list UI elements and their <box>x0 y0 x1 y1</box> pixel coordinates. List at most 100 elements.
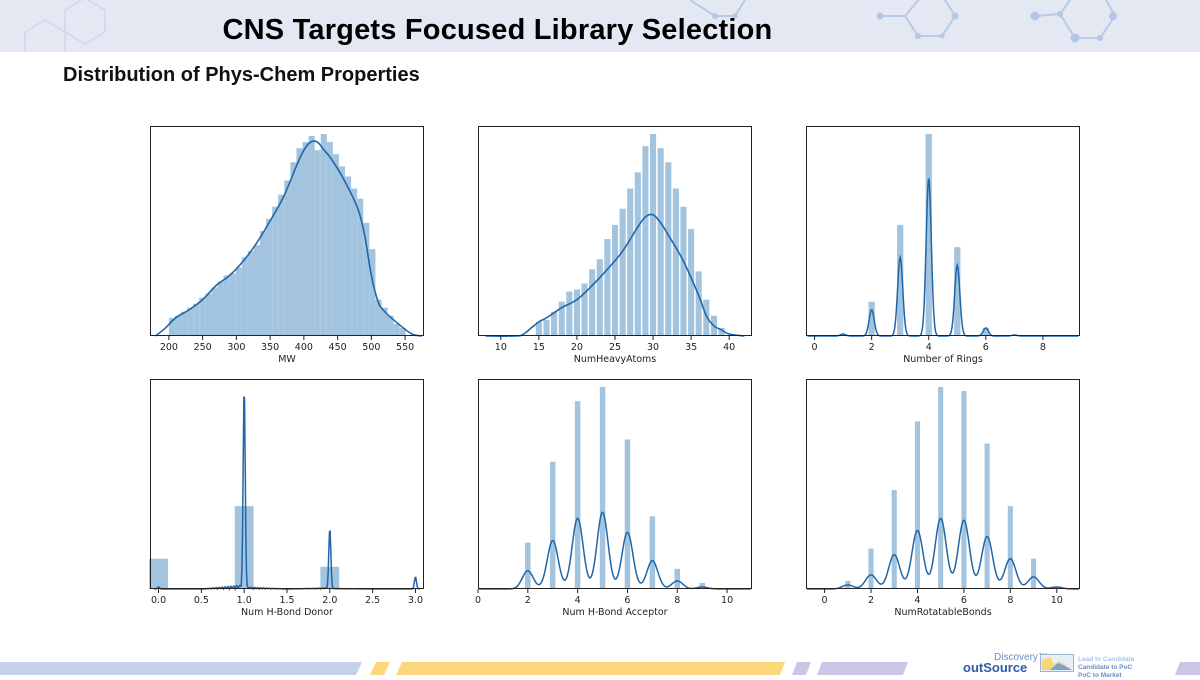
x-tick-label: 4 <box>914 595 920 606</box>
x-tick-label: 0.5 <box>194 595 209 606</box>
histogram-bar <box>543 319 550 336</box>
histogram-bar <box>982 327 989 336</box>
histogram-bar <box>199 297 206 336</box>
chart-svg: 200 250 300 350 400 450 500 550 MW <box>150 126 424 365</box>
x-tick-label: 2.5 <box>365 595 380 606</box>
histogram-bar <box>535 321 542 336</box>
histogram-bar <box>266 218 273 336</box>
x-tick-label: 350 <box>261 342 279 353</box>
histogram-bar <box>302 142 309 336</box>
histogram-bar <box>897 224 904 336</box>
x-tick-label: 400 <box>295 342 313 353</box>
chart-num-hbond-donor: 0.0 0.5 1.0 1.5 2.0 2.5 3.0 Num H-Bond Donor <box>149 379 424 628</box>
x-tick-label: 6 <box>961 595 967 606</box>
histogram-bar <box>278 194 285 336</box>
kde-curve <box>807 517 1079 590</box>
histogram-bar <box>718 327 725 336</box>
histogram-bar <box>387 315 394 336</box>
x-tick-label: 6 <box>983 342 989 353</box>
histogram-bar <box>205 293 212 336</box>
histogram-bar <box>672 188 679 336</box>
histogram-bar <box>229 273 236 336</box>
chart-number-of-rings: 0 2 4 6 8 Number of Rings <box>806 126 1080 375</box>
histogram-bar <box>619 208 626 336</box>
histogram-bar <box>290 162 297 336</box>
histogram-bar <box>634 172 641 336</box>
histogram-bar <box>642 146 649 336</box>
histogram-bar <box>1054 586 1060 589</box>
histogram-bar <box>357 198 364 336</box>
histogram-bar <box>284 180 291 336</box>
x-tick-label: 0 <box>475 595 481 606</box>
histogram-bar <box>375 299 382 336</box>
histogram-bar <box>703 299 710 336</box>
histogram-bar <box>1007 506 1013 589</box>
histogram-bar <box>525 542 531 589</box>
x-tick-label: 40 <box>723 342 735 353</box>
x-tick-label: 6 <box>624 595 630 606</box>
x-axis-label: Number of Rings <box>903 354 983 365</box>
histogram-bar <box>695 271 702 336</box>
histogram-bar <box>674 568 681 589</box>
histogram-bar <box>650 134 657 336</box>
x-tick-label: 0.0 <box>151 595 166 606</box>
histogram-bar <box>187 307 194 336</box>
histogram-bar <box>868 548 874 589</box>
histogram-bar <box>260 230 267 336</box>
x-tick-label: 2 <box>869 342 875 353</box>
x-tick-label: 1.0 <box>237 595 252 606</box>
histogram-bar <box>369 249 376 336</box>
x-tick-label: 10 <box>721 595 733 606</box>
header-band <box>0 0 1200 52</box>
chart-svg: 0 2 4 6 8 Number of Rings <box>806 126 1080 365</box>
chart-svg: 10 15 20 25 30 35 40 NumHeavyAtoms <box>478 126 752 365</box>
histogram-bar <box>573 289 580 336</box>
x-axis-label: NumRotatableBonds <box>894 607 991 618</box>
histogram-bar <box>566 291 573 336</box>
histogram-bar <box>688 228 695 336</box>
histogram-bar <box>891 490 897 589</box>
x-tick-label: 1.5 <box>279 595 294 606</box>
histogram-bar <box>211 287 218 336</box>
histogram-bar <box>174 315 182 336</box>
kde-curve <box>154 396 420 592</box>
histogram-bar <box>925 134 932 336</box>
x-tick-label: 8 <box>674 595 680 606</box>
x-tick-label: 4 <box>575 595 581 606</box>
x-tick-label: 2 <box>868 595 874 606</box>
histogram-bar <box>581 283 588 336</box>
x-tick-label: 0 <box>822 595 828 606</box>
x-tick-label: 0 <box>812 342 818 353</box>
x-tick-label: 20 <box>571 342 583 353</box>
section-subtitle: Distribution of Phys-Chem Properties <box>63 64 420 86</box>
histogram-bar <box>217 281 224 336</box>
histogram-bar <box>599 387 606 589</box>
x-tick-label: 10 <box>495 342 507 353</box>
histogram-bar <box>314 150 321 336</box>
histogram-bar <box>363 222 370 336</box>
x-tick-label: 450 <box>329 342 347 353</box>
histogram-bar <box>320 566 340 589</box>
histogram-bar <box>961 391 967 589</box>
x-tick-label: 300 <box>227 342 245 353</box>
plot-frame <box>478 126 752 336</box>
histogram-bar <box>399 327 406 336</box>
histogram-bar <box>624 439 631 589</box>
chart-svg: 0.0 0.5 1.0 1.5 2.0 2.5 3.0 Num H-Bond Donor <box>149 379 424 618</box>
histogram-bar <box>272 206 279 336</box>
x-axis-label: MW <box>278 354 296 365</box>
x-axis-label: Num H-Bond Acceptor <box>562 607 667 618</box>
kde-curve <box>479 511 751 590</box>
histogram-bar <box>308 136 315 336</box>
logo-tagline: Lead to Candidate Candidate to PoC PoC t… <box>1078 656 1135 679</box>
x-axis-label: Num H-Bond Donor <box>241 607 333 618</box>
x-tick-label: 35 <box>685 342 697 353</box>
histogram-bar <box>381 307 388 336</box>
molecule-decoration-icon <box>24 0 1117 52</box>
x-axis-label: NumHeavyAtoms <box>574 354 657 365</box>
kde-curve <box>154 140 423 337</box>
histogram-bar <box>168 317 175 336</box>
histogram-bar <box>296 148 303 336</box>
histogram-bar <box>680 206 687 336</box>
chart-mw: 200 250 300 350 400 450 500 550 MW <box>150 126 424 375</box>
